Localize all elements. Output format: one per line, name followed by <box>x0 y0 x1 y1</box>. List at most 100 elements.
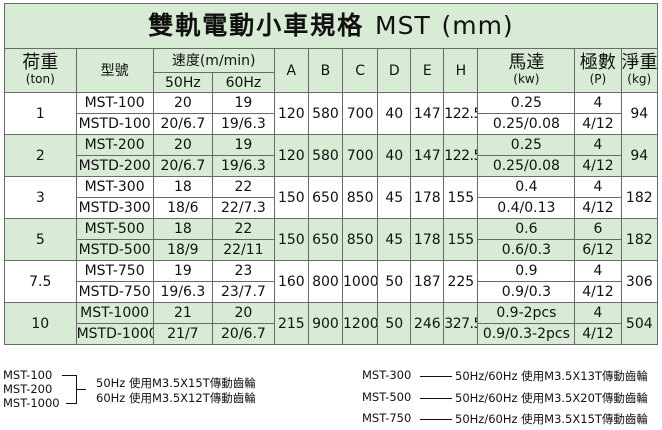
table-row: 7.5 MST-750 19 23 160 800 1000 50 187 225 0.9 4 306 <box>4 260 659 303</box>
header-model: 型號 <box>75 48 154 93</box>
dim-b-cell: 580 <box>307 134 344 177</box>
dim-h-cell: 155 <box>443 176 479 219</box>
model-cell: MST-300 <box>75 176 154 198</box>
dim-h-cell: 155 <box>443 218 479 261</box>
header-b: B <box>307 48 344 93</box>
dim-c-cell: 1200 <box>341 302 379 345</box>
dim-e-cell: 246 <box>410 302 445 345</box>
speed-60hz-cell: 22/11 <box>212 239 275 261</box>
header-a: A <box>273 48 309 93</box>
dim-a-cell: 160 <box>273 260 309 303</box>
model-cell: MST-200 <box>75 134 154 156</box>
speed-50hz-cell: 20/6.7 <box>152 155 214 177</box>
speed-60hz-cell: 22 <box>212 218 275 240</box>
model-cell: MSTD-500 <box>75 239 154 261</box>
load-cell: 10 <box>4 302 77 345</box>
speed-50hz-cell: 19 <box>152 260 214 282</box>
model-cell: MSTD-1000 <box>75 323 154 345</box>
table-row: 5 MST-500 18 22 150 650 850 45 178 155 0.6 6 182 <box>4 218 659 261</box>
dim-e-cell: 178 <box>410 218 445 261</box>
motor-cell: 0.25 <box>477 134 576 156</box>
note-left-text: 60Hz 使用M3.5X12T傳動齒輪 <box>96 391 256 405</box>
model-cell: MSTD-300 <box>75 197 154 219</box>
dim-e-cell: 147 <box>410 92 445 135</box>
dim-a-cell: 150 <box>273 218 309 261</box>
load-cell: 3 <box>4 176 77 219</box>
poles-cell: 4 <box>574 302 622 324</box>
note-right-text: 50Hz/60Hz 使用M3.5X13T傳動齒輪 <box>455 369 648 383</box>
header-e: E <box>410 48 445 93</box>
poles-cell: 4 <box>574 260 622 282</box>
header-row-2: 50Hz 60Hz <box>5 72 658 93</box>
bracket-line <box>66 403 77 404</box>
dim-a-cell: 150 <box>273 176 309 219</box>
table-row: 3 MST-300 18 22 150 650 850 45 178 155 0.4 4 182 <box>4 176 659 219</box>
dim-c-cell: 700 <box>341 92 379 135</box>
table-row: MSTD-750 19/6.3 23/7.7 0.9/0.3 4/12 <box>5 281 658 303</box>
speed-50hz-cell: 19/6.3 <box>152 281 214 303</box>
dim-c-cell: 850 <box>341 176 379 219</box>
dim-d-cell: 40 <box>377 92 412 135</box>
speed-50hz-cell: 18/9 <box>152 239 214 261</box>
note-line <box>420 376 452 377</box>
poles-cell: 4/12 <box>574 197 622 219</box>
spec-table: 荷重 (ton) 型號 速度(m/min) A B C D E H 馬達 (kw) … <box>4 48 659 345</box>
dim-d-cell: 45 <box>377 176 412 219</box>
motor-cell: 0.9-2pcs <box>477 302 576 324</box>
note-right-model: MST-500 <box>362 390 412 404</box>
header-d: D <box>377 48 412 93</box>
speed-50hz-cell: 18 <box>152 218 214 240</box>
weight-cell: 94 <box>620 92 659 135</box>
note-right-text: 50Hz/60Hz 使用M3.5X15T傳動齒輪 <box>455 412 648 426</box>
header-speed: 速度(m/min) <box>152 48 275 73</box>
motor-cell: 0.9/0.3 <box>477 281 576 303</box>
dim-d-cell: 40 <box>377 134 412 177</box>
header-row-1: 荷重 (ton) 型號 速度(m/min) A B C D E H 馬達 (kw) … <box>4 48 659 93</box>
poles-cell: 4/12 <box>574 113 622 135</box>
speed-60hz-cell: 23/7.7 <box>212 281 275 303</box>
poles-cell: 6 <box>574 218 622 240</box>
header-load: 荷重 (ton) <box>4 48 77 93</box>
load-cell: 7.5 <box>4 260 77 303</box>
motor-cell: 0.25 <box>477 92 576 114</box>
speed-50hz-cell: 18 <box>152 176 214 198</box>
header-h: H <box>443 48 479 93</box>
speed-60hz-cell: 22/7.3 <box>212 197 275 219</box>
speed-50hz-cell: 20 <box>152 92 214 114</box>
speed-50hz-cell: 20 <box>152 134 214 156</box>
note-line <box>420 419 452 420</box>
weight-cell: 504 <box>620 302 659 345</box>
note-left-model: MST-200 <box>3 382 53 396</box>
header-poles: 極數 (P) <box>574 48 622 93</box>
table-row: MSTD-100 20/6.7 19/6.3 0.25/0.08 4/12 <box>5 113 658 135</box>
dim-d-cell: 50 <box>377 302 412 345</box>
model-cell: MST-1000 <box>75 302 154 324</box>
dim-h-cell: 225 <box>443 260 479 303</box>
model-cell: MSTD-750 <box>75 281 154 303</box>
speed-60hz-cell: 22 <box>212 176 275 198</box>
dim-d-cell: 45 <box>377 218 412 261</box>
motor-cell: 0.4/0.13 <box>477 197 576 219</box>
title-main: 雙軌電動小車規格 <box>148 11 365 40</box>
speed-60hz-cell: 20 <box>212 302 275 324</box>
motor-cell: 0.25/0.08 <box>477 155 576 177</box>
dim-e-cell: 178 <box>410 176 445 219</box>
note-line <box>420 398 452 399</box>
motor-cell: 0.4 <box>477 176 576 198</box>
dim-b-cell: 900 <box>307 302 344 345</box>
note-right-text: 50Hz/60Hz 使用M3.5X20T傳動齒輪 <box>455 391 648 405</box>
poles-cell: 4/12 <box>574 323 622 345</box>
note-left-model: MST-1000 <box>3 396 60 410</box>
poles-cell: 4/12 <box>574 281 622 303</box>
speed-50hz-cell: 18/6 <box>152 197 214 219</box>
header-c: C <box>341 48 379 93</box>
header-60hz: 60Hz <box>212 72 275 93</box>
title-unit: (mm) <box>441 11 514 40</box>
speed-60hz-cell: 19/6.3 <box>212 113 275 135</box>
table-row: MSTD-500 18/9 22/11 0.6/0.3 6/12 <box>5 239 658 261</box>
motor-cell: 0.9/0.3-2pcs <box>477 323 576 345</box>
speed-60hz-cell: 19 <box>212 92 275 114</box>
poles-cell: 6/12 <box>574 239 622 261</box>
motor-cell: 0.25/0.08 <box>477 113 576 135</box>
